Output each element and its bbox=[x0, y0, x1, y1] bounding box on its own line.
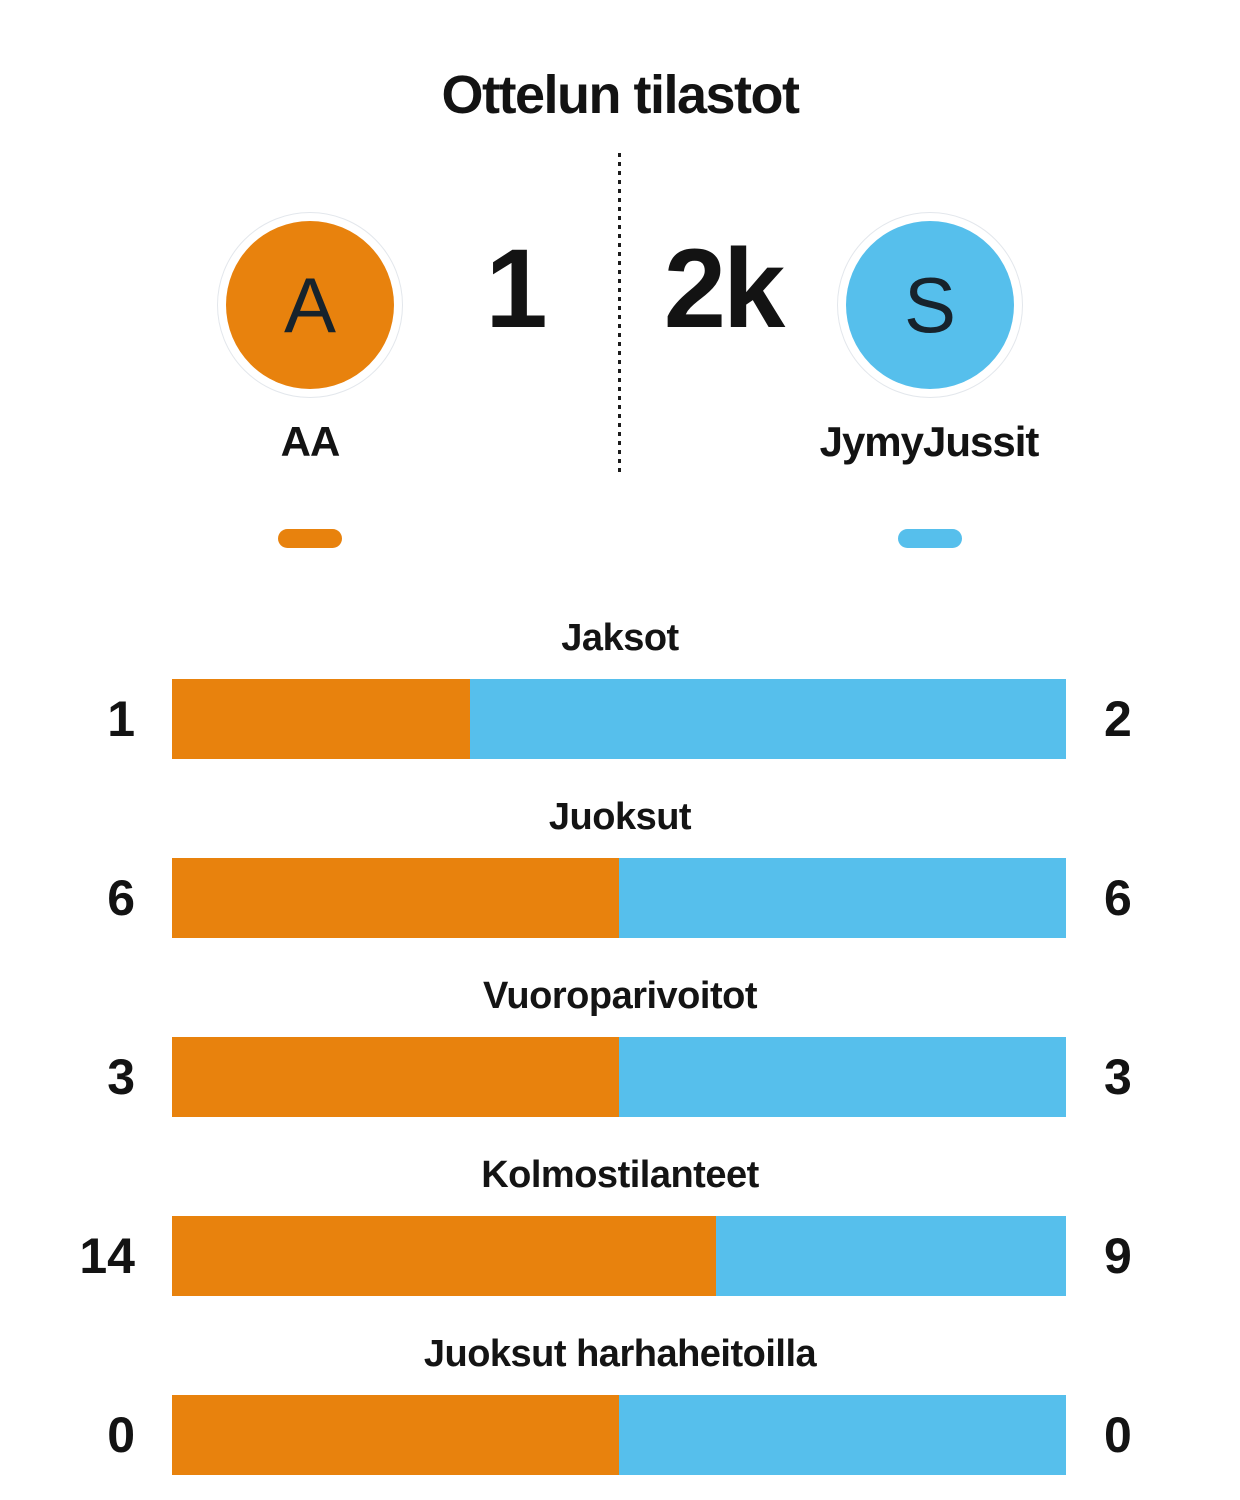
stat-row: Juoksut harhaheitoilla 0 0 bbox=[0, 1316, 1240, 1495]
away-stat-bar-segment bbox=[716, 1216, 1066, 1296]
away-stat-value: 6 bbox=[1104, 870, 1132, 926]
score-divider-dotted-line bbox=[618, 153, 621, 475]
home-team-badge-circle: A bbox=[226, 221, 394, 389]
home-stat-bar-segment bbox=[172, 1037, 619, 1117]
stat-bar bbox=[172, 1216, 1066, 1296]
home-team-initial: A bbox=[283, 260, 337, 349]
home-score: 1 bbox=[485, 226, 547, 351]
away-stat-bar-segment bbox=[619, 858, 1066, 938]
away-team-name: JymyJussit bbox=[819, 418, 1040, 465]
home-stat-value: 1 bbox=[107, 691, 135, 747]
away-stat-bar-segment bbox=[619, 1037, 1066, 1117]
stat-label: Juoksut bbox=[548, 796, 692, 838]
stat-label: Kolmostilanteet bbox=[481, 1154, 759, 1196]
away-stat-bar-segment bbox=[469, 679, 1066, 759]
home-stat-value: 0 bbox=[107, 1407, 135, 1463]
home-legend-pill bbox=[278, 529, 342, 548]
stat-row: Vuoroparivoitot 3 3 bbox=[0, 958, 1240, 1137]
away-stat-value: 3 bbox=[1104, 1049, 1132, 1105]
home-stat-bar-segment bbox=[172, 1395, 619, 1475]
stat-bar bbox=[172, 1395, 1066, 1475]
stat-row: Juoksut 6 6 bbox=[0, 779, 1240, 958]
home-team-badge: A bbox=[217, 212, 403, 398]
away-team-badge-circle: S bbox=[846, 221, 1014, 389]
home-stat-bar-segment bbox=[172, 1216, 717, 1296]
home-stat-bar-segment bbox=[172, 679, 470, 759]
home-team-name: AA bbox=[280, 418, 341, 465]
stats-list: Jaksot 1 2 Juoksut 6 6 Vuoroparivoitot 3 bbox=[0, 600, 1240, 1495]
away-stat-value: 2 bbox=[1104, 691, 1132, 747]
stat-label: Vuoroparivoitot bbox=[483, 975, 757, 1017]
home-stat-value: 14 bbox=[79, 1228, 135, 1284]
stat-bar bbox=[172, 1037, 1066, 1117]
stat-label: Juoksut harhaheitoilla bbox=[423, 1333, 817, 1375]
away-legend-pill bbox=[898, 529, 962, 548]
home-stat-value: 6 bbox=[107, 870, 135, 926]
stat-bar bbox=[172, 858, 1066, 938]
stat-label: Jaksot bbox=[561, 617, 679, 659]
page-title: Ottelun tilastot bbox=[441, 65, 800, 125]
scoreboard: A 1 2k S AA JymyJussit bbox=[0, 0, 1240, 600]
home-stat-value: 3 bbox=[107, 1049, 135, 1105]
away-score: 2k bbox=[663, 226, 786, 351]
away-stat-value: 9 bbox=[1104, 1228, 1132, 1284]
away-stat-bar-segment bbox=[619, 1395, 1066, 1475]
away-stat-value: 0 bbox=[1104, 1407, 1132, 1463]
away-team-initial: S bbox=[903, 260, 957, 349]
away-team-badge: S bbox=[837, 212, 1023, 398]
home-stat-bar-segment bbox=[172, 858, 619, 938]
stat-row: Jaksot 1 2 bbox=[0, 600, 1240, 779]
stat-bar bbox=[172, 679, 1066, 759]
stat-row: Kolmostilanteet 14 9 bbox=[0, 1137, 1240, 1316]
